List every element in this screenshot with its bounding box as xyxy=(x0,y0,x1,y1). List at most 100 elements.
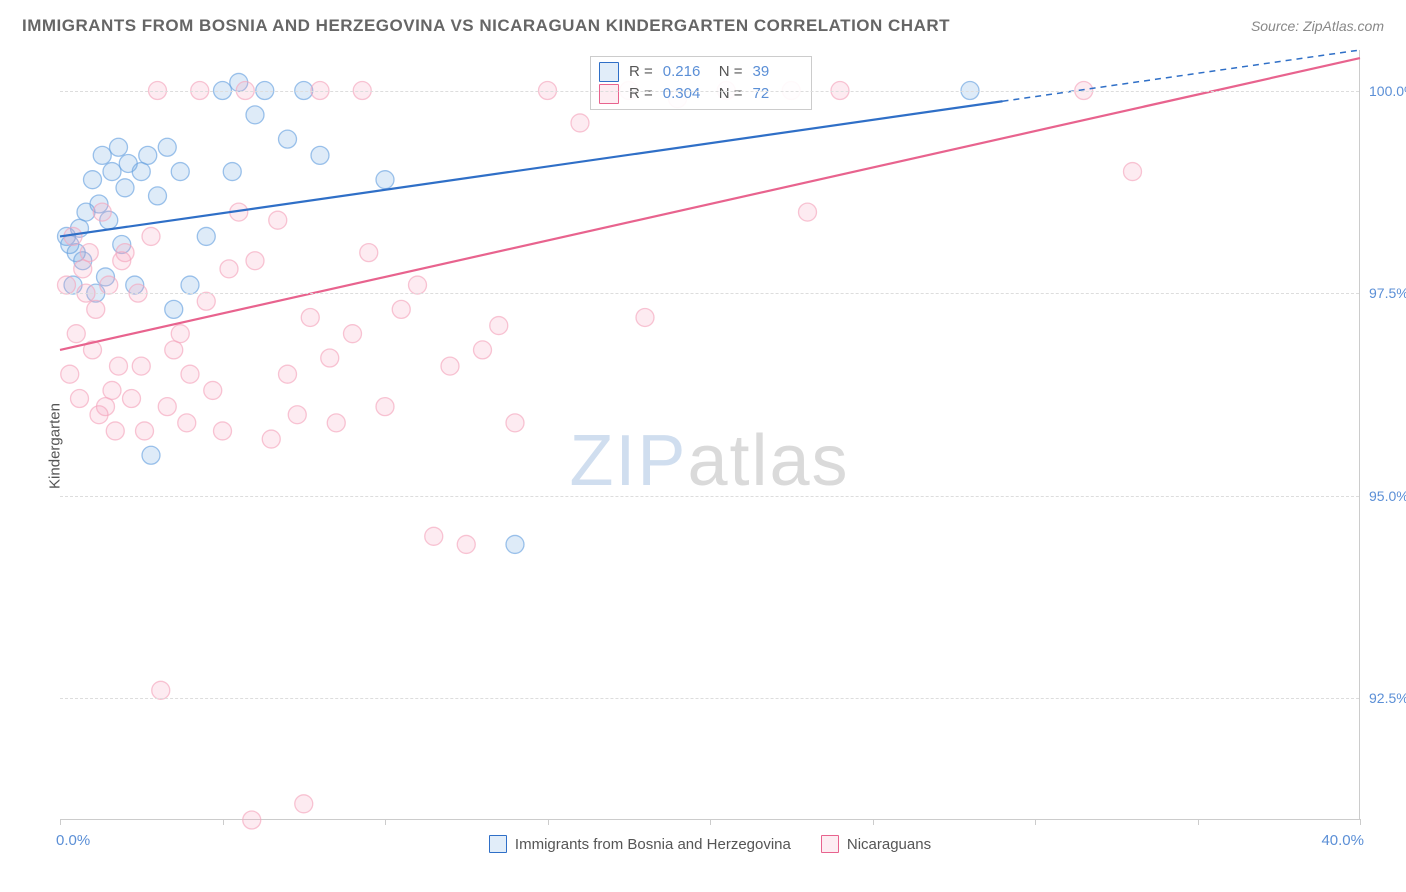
data-point xyxy=(132,163,150,181)
data-point xyxy=(799,203,817,221)
data-point xyxy=(197,292,215,310)
data-point xyxy=(171,163,189,181)
data-point xyxy=(165,300,183,318)
data-point xyxy=(110,138,128,156)
data-point xyxy=(344,325,362,343)
data-point xyxy=(220,260,238,278)
stats-n-value: 39 xyxy=(753,61,799,83)
correlation-stats-box: R =0.216N =39R =0.304N =72 xyxy=(590,56,812,110)
data-point xyxy=(204,381,222,399)
data-point xyxy=(490,317,508,335)
data-point xyxy=(136,422,154,440)
data-point xyxy=(103,163,121,181)
data-point xyxy=(61,365,79,383)
data-point xyxy=(360,244,378,262)
source-attribution: Source: ZipAtlas.com xyxy=(1251,18,1384,34)
x-tick xyxy=(548,819,549,825)
x-tick xyxy=(60,819,61,825)
data-point xyxy=(1124,163,1142,181)
x-tick xyxy=(385,819,386,825)
data-point xyxy=(243,811,261,829)
y-tick-label: 97.5% xyxy=(1369,285,1406,301)
data-point xyxy=(178,414,196,432)
data-point xyxy=(142,446,160,464)
data-point xyxy=(441,357,459,375)
data-point xyxy=(142,227,160,245)
data-point xyxy=(506,535,524,553)
gridline xyxy=(60,293,1359,294)
data-point xyxy=(158,138,176,156)
data-point xyxy=(425,527,443,545)
data-point xyxy=(116,179,134,197)
data-point xyxy=(123,390,141,408)
data-point xyxy=(409,276,427,294)
y-tick-label: 92.5% xyxy=(1369,690,1406,706)
data-point xyxy=(214,422,232,440)
data-point xyxy=(311,146,329,164)
data-point xyxy=(93,203,111,221)
data-point xyxy=(110,357,128,375)
data-point xyxy=(246,106,264,124)
data-point xyxy=(269,211,287,229)
stats-n-label: N = xyxy=(719,61,743,83)
scatter-plot-svg xyxy=(60,50,1359,819)
data-point xyxy=(158,398,176,416)
title-bar: IMMIGRANTS FROM BOSNIA AND HERZEGOVINA V… xyxy=(22,16,1384,36)
legend-swatch-icon xyxy=(821,835,839,853)
data-point xyxy=(181,276,199,294)
data-point xyxy=(171,325,189,343)
data-point xyxy=(636,308,654,326)
gridline xyxy=(60,91,1359,92)
data-point xyxy=(103,381,121,399)
data-point xyxy=(74,260,92,278)
legend-swatch-icon xyxy=(599,62,619,82)
x-tick xyxy=(873,819,874,825)
data-point xyxy=(71,390,89,408)
data-point xyxy=(116,244,134,262)
source-value: ZipAtlas.com xyxy=(1303,18,1384,34)
data-point xyxy=(288,406,306,424)
data-point xyxy=(100,276,118,294)
x-tick xyxy=(223,819,224,825)
legend-item: Nicaraguans xyxy=(821,835,931,853)
data-point xyxy=(506,414,524,432)
series-legend: Immigrants from Bosnia and HerzegovinaNi… xyxy=(60,832,1360,856)
data-point xyxy=(327,414,345,432)
data-point xyxy=(457,535,475,553)
y-tick-label: 95.0% xyxy=(1369,488,1406,504)
data-point xyxy=(152,681,170,699)
stats-row: R =0.304N =72 xyxy=(599,83,799,105)
data-point xyxy=(87,300,105,318)
gridline xyxy=(60,698,1359,699)
legend-swatch-icon xyxy=(489,835,507,853)
stats-r-label: R = xyxy=(629,61,653,83)
data-point xyxy=(197,227,215,245)
data-point xyxy=(132,357,150,375)
data-point xyxy=(279,130,297,148)
data-point xyxy=(474,341,492,359)
data-point xyxy=(376,398,394,416)
data-point xyxy=(295,795,313,813)
x-axis-label-row: 0.0% Immigrants from Bosnia and Herzegov… xyxy=(60,832,1360,856)
y-tick-label: 100.0% xyxy=(1369,83,1406,99)
trend-line-extrapolated xyxy=(1003,50,1361,101)
data-point xyxy=(571,114,589,132)
x-tick xyxy=(1360,819,1361,825)
trend-line xyxy=(60,101,1003,236)
data-point xyxy=(84,171,102,189)
data-point xyxy=(246,252,264,270)
stats-n-label: N = xyxy=(719,83,743,105)
x-tick xyxy=(1035,819,1036,825)
data-point xyxy=(106,422,124,440)
data-point xyxy=(58,276,76,294)
data-point xyxy=(392,300,410,318)
plot-area: ZIPatlas R =0.216N =39R =0.304N =72 92.5… xyxy=(60,50,1360,820)
x-axis-end-label: 40.0% xyxy=(1321,832,1364,849)
data-point xyxy=(80,244,98,262)
stats-r-value: 0.304 xyxy=(663,83,709,105)
x-tick xyxy=(710,819,711,825)
data-point xyxy=(301,308,319,326)
source-label: Source: xyxy=(1251,18,1299,34)
chart-title: IMMIGRANTS FROM BOSNIA AND HERZEGOVINA V… xyxy=(22,16,950,36)
stats-n-value: 72 xyxy=(753,83,799,105)
